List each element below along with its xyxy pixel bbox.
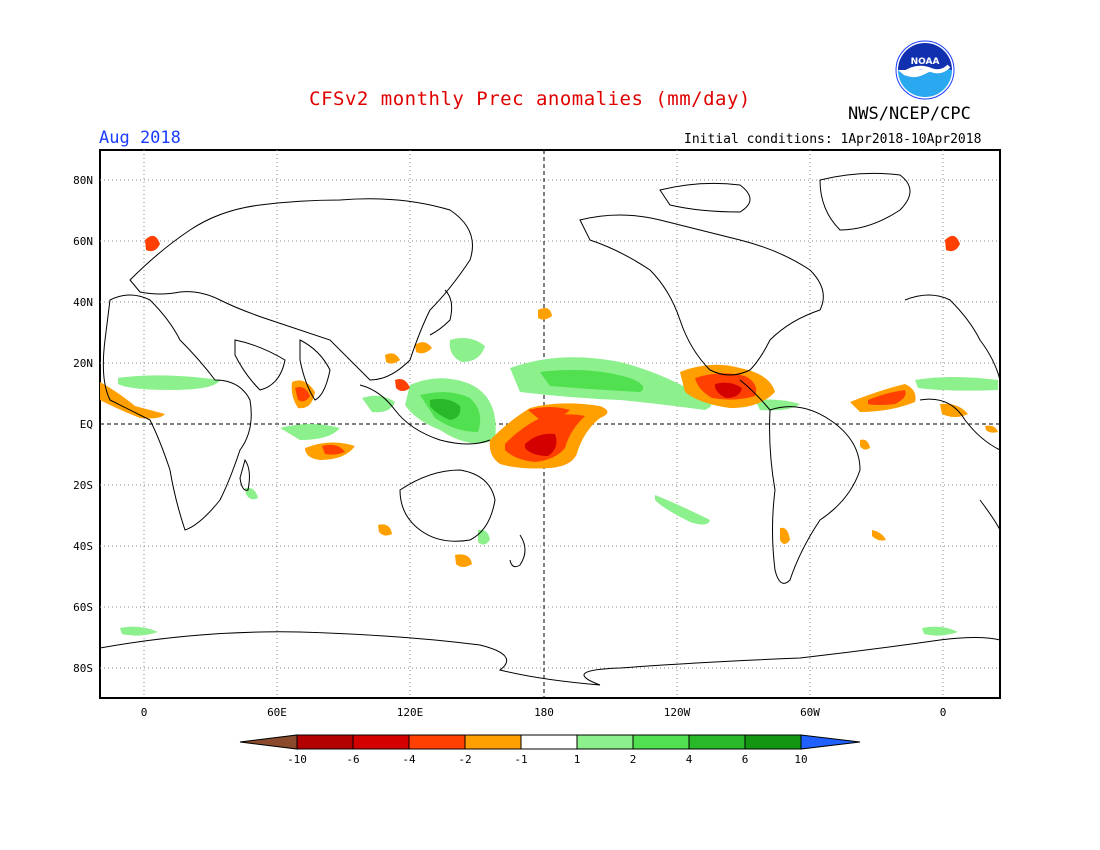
colorbar-label: 6: [742, 753, 749, 766]
colorbar-segment: [296, 734, 354, 750]
noaa-logo-icon: NOAA: [895, 40, 955, 100]
colorbar-label: 2: [630, 753, 637, 766]
colorbar-segment: [744, 734, 802, 750]
initial-conditions-label: Initial conditions: 1Apr2018-10Apr2018: [684, 132, 982, 147]
colorbar-label: 1: [574, 753, 581, 766]
colorbar-label: -6: [346, 753, 359, 766]
colorbar-segment: [464, 734, 522, 750]
lon-label: 60E: [267, 706, 287, 719]
colorbar-segment: [576, 734, 634, 750]
lon-label: 60W: [800, 706, 820, 719]
colorbar-segment: [520, 734, 578, 750]
lon-axis: 0 60E 120E 180 120W 60W 0: [141, 706, 947, 719]
map-title: CFSv2 monthly Prec anomalies (mm/day): [309, 88, 751, 110]
coastlines: [99, 172, 1001, 686]
colorbar-left-arrow: [239, 734, 298, 750]
colorbar-label: -2: [458, 753, 471, 766]
lat-label: 60S: [73, 601, 93, 614]
noaa-logo-text: NOAA: [911, 57, 940, 67]
lat-label: 40N: [73, 296, 93, 309]
anomaly-shading: [100, 235, 998, 636]
lon-label: 180: [534, 706, 554, 719]
lon-label: 120E: [397, 706, 424, 719]
org-label: NWS/NCEP/CPC: [848, 104, 971, 124]
lat-label: EQ: [80, 418, 93, 431]
lon-label: 120W: [664, 706, 691, 719]
lat-label: 80S: [73, 662, 93, 675]
colorbar-label: -4: [402, 753, 416, 766]
lat-label: 80N: [73, 174, 93, 187]
lon-label: 0: [940, 706, 947, 719]
lat-label: 20S: [73, 479, 93, 492]
colorbar-label: 4: [686, 753, 693, 766]
colorbar-segment: [632, 734, 690, 750]
colorbar-right-arrow: [800, 734, 861, 750]
lat-axis: 80N 60N 40N 20N EQ 20S 40S 60S 80S: [73, 174, 93, 675]
colorbar: -10 -6 -4 -2 -1 1 2 4 6 10: [239, 734, 861, 766]
lat-label: 60N: [73, 235, 93, 248]
colorbar-label: -1: [514, 753, 527, 766]
lat-label: 20N: [73, 357, 93, 370]
month-label: Aug 2018: [99, 128, 181, 148]
grid-lines: [100, 150, 1000, 698]
lon-label: 0: [141, 706, 148, 719]
colorbar-label: -10: [287, 753, 307, 766]
colorbar-segment: [408, 734, 466, 750]
colorbar-label: 10: [794, 753, 807, 766]
colorbar-segment: [688, 734, 746, 750]
lat-label: 40S: [73, 540, 93, 553]
colorbar-segment: [352, 734, 410, 750]
